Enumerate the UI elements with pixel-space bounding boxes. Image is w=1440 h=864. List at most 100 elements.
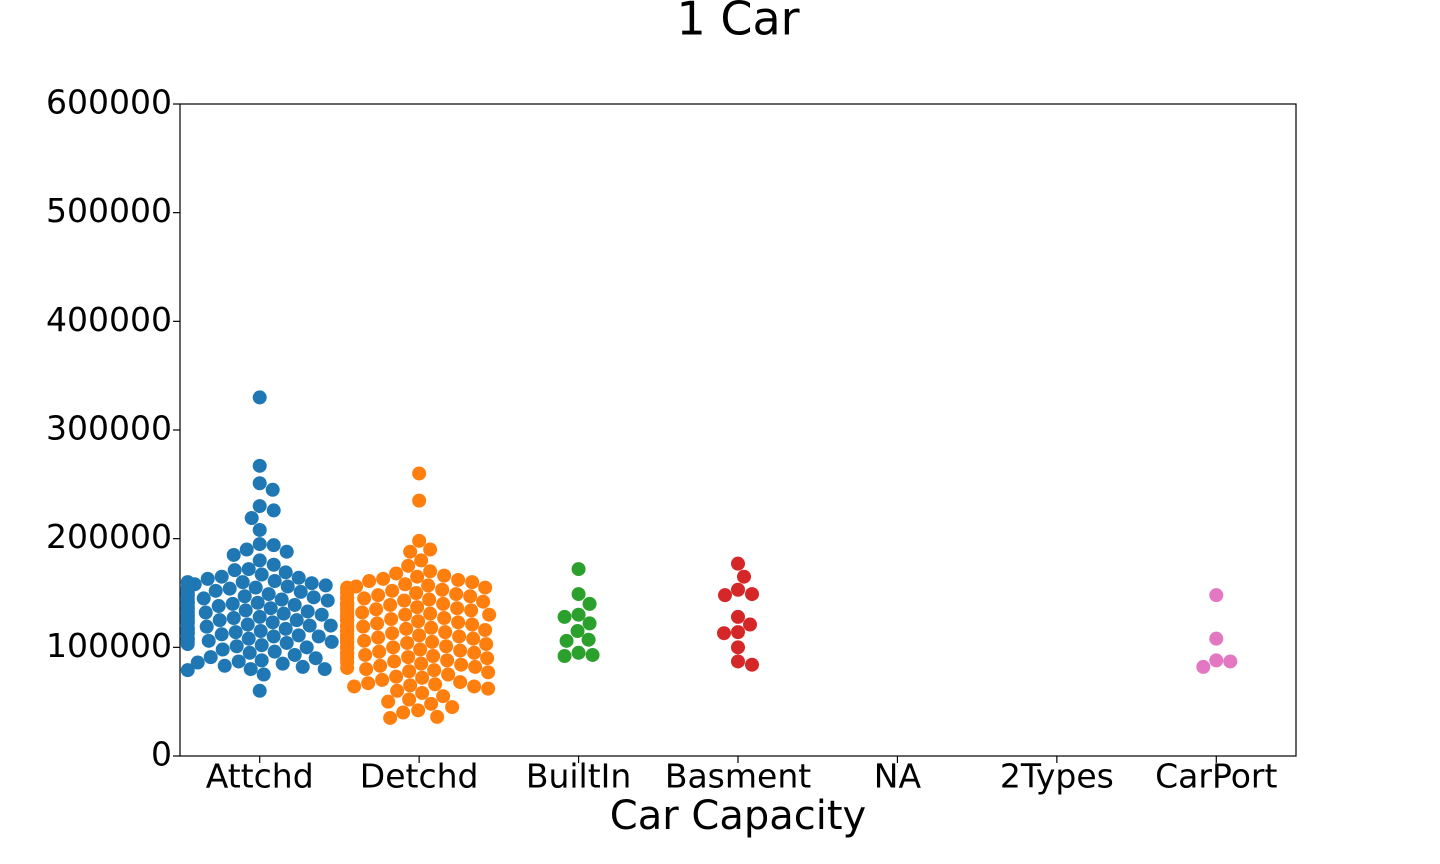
- point: [231, 654, 246, 669]
- point: [340, 631, 355, 646]
- point: [347, 679, 362, 694]
- point: [422, 592, 437, 607]
- point: [180, 614, 195, 629]
- point: [428, 677, 443, 692]
- point: [340, 580, 355, 595]
- point: [385, 626, 400, 641]
- point: [180, 626, 195, 641]
- point: [731, 640, 745, 655]
- point: [311, 629, 326, 644]
- point: [731, 609, 745, 624]
- point: [293, 584, 308, 599]
- y-tick-label: 0: [151, 735, 172, 774]
- point: [436, 689, 451, 704]
- point: [423, 606, 438, 621]
- point: [252, 499, 267, 514]
- category-swarm: [180, 390, 339, 698]
- point: [180, 583, 195, 598]
- point: [279, 544, 294, 559]
- point: [425, 634, 440, 649]
- point: [557, 609, 572, 624]
- point: [480, 651, 495, 666]
- point: [266, 557, 281, 572]
- point: [372, 644, 387, 659]
- point: [198, 605, 213, 620]
- point: [289, 613, 304, 628]
- category-swarm: [340, 466, 497, 725]
- y-tick-label: 200000: [46, 517, 172, 556]
- point: [423, 564, 438, 579]
- point: [745, 657, 759, 672]
- point: [571, 587, 586, 602]
- point: [415, 670, 430, 685]
- point: [397, 593, 412, 608]
- point: [300, 604, 315, 619]
- point: [199, 619, 214, 634]
- point: [396, 705, 411, 720]
- point: [467, 679, 482, 694]
- point: [557, 649, 572, 664]
- point: [731, 556, 745, 571]
- point: [291, 628, 306, 643]
- point: [248, 580, 263, 595]
- point: [302, 618, 317, 633]
- point: [227, 563, 242, 578]
- point: [241, 631, 256, 646]
- point: [222, 581, 237, 596]
- point: [400, 635, 415, 650]
- point: [435, 582, 450, 597]
- point: [254, 653, 269, 668]
- point: [445, 700, 460, 715]
- point: [241, 562, 256, 577]
- point: [452, 629, 467, 644]
- y-tick-label: 600000: [46, 83, 172, 122]
- point: [412, 533, 427, 548]
- point: [252, 609, 267, 624]
- point: [278, 565, 293, 580]
- point: [225, 596, 240, 611]
- point: [440, 653, 455, 668]
- point: [1209, 631, 1224, 646]
- point: [582, 596, 597, 611]
- point: [278, 621, 293, 636]
- point: [267, 574, 282, 589]
- point: [324, 634, 339, 649]
- point: [266, 503, 281, 518]
- point: [412, 628, 427, 643]
- point: [1209, 588, 1224, 603]
- point: [208, 583, 223, 598]
- point: [274, 592, 289, 607]
- point: [190, 655, 205, 670]
- point: [436, 596, 451, 611]
- point: [466, 631, 481, 646]
- point: [479, 637, 494, 652]
- point: [355, 605, 370, 620]
- point: [308, 651, 323, 666]
- point: [318, 578, 333, 593]
- point: [228, 625, 243, 640]
- point: [468, 659, 483, 674]
- point: [371, 588, 386, 603]
- point: [399, 621, 414, 636]
- point: [235, 575, 250, 590]
- x-tick-label: Detchd: [360, 757, 479, 796]
- point: [276, 606, 291, 621]
- point: [414, 553, 429, 568]
- point: [242, 645, 257, 660]
- point: [323, 618, 338, 633]
- point: [390, 683, 405, 698]
- point: [430, 709, 445, 724]
- point: [571, 607, 586, 622]
- point: [340, 599, 355, 614]
- point: [254, 638, 269, 653]
- point: [357, 591, 372, 606]
- point: [449, 587, 464, 602]
- point: [252, 476, 267, 491]
- point: [383, 597, 398, 612]
- point: [252, 458, 267, 473]
- point: [265, 615, 280, 630]
- point: [265, 482, 280, 497]
- point: [243, 662, 258, 677]
- point: [361, 676, 376, 691]
